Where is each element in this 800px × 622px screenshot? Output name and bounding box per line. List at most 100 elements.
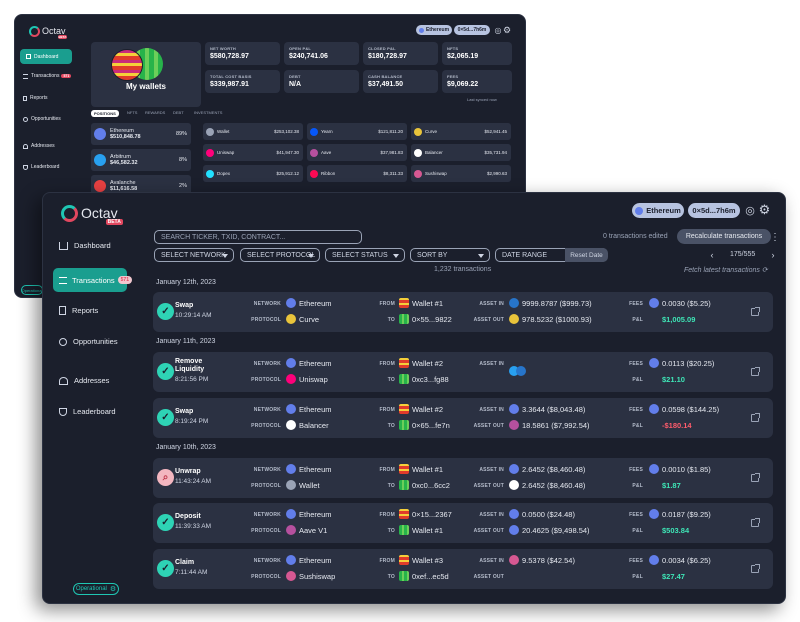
gear-icon[interactable]: ⚙ bbox=[758, 201, 771, 217]
transaction-card[interactable]: ✓ Swap 8:19:24 PM NETWORK PROTOCOL Ethereum Ba… bbox=[153, 398, 773, 438]
tab-debt[interactable]: DEBT bbox=[173, 110, 184, 115]
external-link-icon[interactable] bbox=[751, 307, 760, 316]
sidebar-label: Addresses bbox=[31, 143, 55, 149]
logo-mark-icon bbox=[29, 25, 40, 37]
asset-out-label: ASSET OUT bbox=[473, 423, 504, 429]
network-chip[interactable]: Ethereum bbox=[416, 25, 452, 35]
protocol-label: PROTOCOL bbox=[251, 377, 281, 383]
sidebar-item-opportunities[interactable]: Opportunities bbox=[23, 116, 61, 122]
sidebar-item-leaderboard[interactable]: Leaderboard bbox=[59, 407, 116, 416]
tab-positions[interactable]: POSITIONS bbox=[91, 110, 119, 117]
tab-nfts[interactable]: NFTS bbox=[127, 110, 138, 115]
date-header: January 12th, 2023 bbox=[156, 279, 216, 286]
recalculate-button[interactable]: Recalculate transactions bbox=[677, 229, 771, 244]
external-link-icon[interactable] bbox=[751, 473, 760, 482]
protocol-row[interactable]: Dopex $25,912.12 bbox=[203, 165, 303, 182]
protocol-row[interactable]: Uniswap $41,947.30 bbox=[203, 144, 303, 161]
network-select[interactable]: SELECT NETWORK bbox=[154, 248, 234, 262]
transaction-card[interactable]: ✓ Deposit 11:39:33 AM NETWORK PROTOCOL Ethere… bbox=[153, 503, 773, 543]
gear-icon[interactable]: ⚙ bbox=[502, 24, 512, 35]
asset-in-label: ASSET IN bbox=[479, 407, 504, 413]
my-wallets-card[interactable]: My wallets bbox=[91, 42, 201, 107]
eye-icon[interactable]: ◎ bbox=[494, 25, 502, 35]
transaction-card[interactable]: ✓ Swap 10:29:14 AM NETWORK PROTOCOL Ethereum C… bbox=[153, 292, 773, 332]
stat-closed-pnl: CLOSED P&L $180,728.97 bbox=[363, 42, 438, 65]
balancer-icon bbox=[414, 148, 422, 157]
stat-value: $180,728.97 bbox=[368, 53, 407, 60]
sidebar-item-transactions[interactable]: Transactions 571 bbox=[53, 268, 132, 292]
protocol-row[interactable]: Curve $52,941.45 bbox=[411, 123, 511, 140]
protocol-label: PROTOCOL bbox=[251, 423, 281, 429]
sidebar-item-addresses[interactable]: Addresses bbox=[59, 376, 109, 385]
chain-row[interactable]: Arbitrum $46,582.32 8% bbox=[91, 149, 191, 171]
sidebar-item-transactions[interactable]: Transactions 571 bbox=[23, 73, 72, 79]
chevron-right-icon[interactable]: › bbox=[771, 250, 775, 260]
protocol-row[interactable]: Wallet $253,102.38 bbox=[203, 123, 303, 140]
yearn-icon bbox=[310, 127, 318, 136]
reset-date-button[interactable]: Reset Date bbox=[565, 248, 608, 262]
sidebar-label: Opportunities bbox=[31, 116, 61, 122]
eye-icon[interactable]: ◎ bbox=[745, 205, 755, 217]
sidebar-item-addresses[interactable]: Addresses bbox=[23, 143, 55, 149]
ethereum-icon bbox=[286, 298, 296, 308]
tab-rewards[interactable]: REWARDS bbox=[145, 110, 166, 115]
external-link-icon[interactable] bbox=[751, 564, 760, 573]
to-label: TO bbox=[387, 528, 395, 534]
protocol-row[interactable]: Ribbon $8,311.33 bbox=[307, 165, 407, 182]
sidebar-item-reports[interactable]: Reports bbox=[23, 95, 48, 101]
network-chip[interactable]: Ethereum bbox=[632, 203, 684, 218]
users-icon bbox=[59, 376, 68, 385]
pnl-label: P&L bbox=[632, 317, 643, 323]
logo-mark-icon bbox=[61, 204, 78, 222]
network-value: Ethereum bbox=[286, 298, 332, 308]
address-chip[interactable]: 0×5d...7h6m bbox=[688, 203, 740, 218]
sidebar-item-dashboard[interactable]: Dashboard bbox=[20, 49, 72, 64]
sidebar-item-leaderboard[interactable]: Leaderboard bbox=[23, 164, 59, 170]
tab-investments[interactable]: INVESTMENTS bbox=[194, 110, 223, 115]
stat-open-pnl: OPEN P&L $240,741.06 bbox=[284, 42, 359, 65]
from-value: Wallet #3 bbox=[399, 555, 443, 565]
operational-status[interactable]: Operational bbox=[21, 285, 43, 295]
external-link-icon[interactable] bbox=[751, 367, 760, 376]
address-avatar-icon bbox=[399, 374, 409, 384]
transaction-card[interactable]: ⌕ Unwrap 11:43:24 AM NETWORK PROTOCOL Ethereu… bbox=[153, 458, 773, 498]
brand-name: Octav bbox=[81, 205, 118, 221]
asset-in-label: ASSET IN bbox=[479, 301, 504, 307]
asset-in-label: ASSET IN bbox=[479, 512, 504, 518]
status-select[interactable]: SELECT STATUS bbox=[325, 248, 405, 262]
sidebar-item-dashboard[interactable]: Dashboard bbox=[59, 241, 111, 250]
fees-label: FEES bbox=[629, 467, 643, 473]
sidebar-item-opportunities[interactable]: Opportunities bbox=[59, 337, 118, 346]
stat-total-cost-basis: TOTAL COST BASIS $339,987.91 bbox=[205, 70, 280, 93]
protocol-row[interactable]: Sushiswap $2,990.63 bbox=[411, 165, 511, 182]
protocol-select[interactable]: SELECT PROTOCOL bbox=[240, 248, 320, 262]
operational-status[interactable]: Operational ⚙ bbox=[73, 583, 119, 595]
protocol-row[interactable]: Balancer $35,731.94 bbox=[411, 144, 511, 161]
operational-label: Operational bbox=[75, 586, 107, 592]
avalanche-icon bbox=[94, 180, 106, 192]
chevron-left-icon[interactable]: ‹ bbox=[710, 250, 714, 260]
transaction-card[interactable]: ✓ Claim 7:11:44 AM NETWORK PROTOCOL Ethereum S… bbox=[153, 549, 773, 589]
asset-in-value: 9999.8787 ($999.73) bbox=[509, 298, 592, 308]
protocol-value: Aave V1 bbox=[286, 525, 327, 535]
protocol-row[interactable]: Yearn $121,811.20 bbox=[307, 123, 407, 140]
transactions-window: Octav BETA Ethereum 0×5d...7h6m ◎ ⚙ Dash… bbox=[42, 192, 786, 604]
external-link-icon[interactable] bbox=[751, 413, 760, 422]
protocol-row[interactable]: Aave $37,981.83 bbox=[307, 144, 407, 161]
sort-select[interactable]: SORT BY bbox=[410, 248, 490, 262]
address-avatar-icon bbox=[399, 314, 409, 324]
protocol-name: Ribbon bbox=[321, 171, 336, 176]
search-placeholder: SEARCH TICKER, TXID, CONTRACT... bbox=[161, 233, 286, 241]
ethereum-icon bbox=[649, 555, 659, 565]
pnl-label: P&L bbox=[632, 377, 643, 383]
more-icon[interactable]: ⋮ bbox=[770, 231, 780, 243]
sidebar-item-reports[interactable]: Reports bbox=[59, 306, 98, 315]
from-value: Wallet #2 bbox=[399, 404, 443, 414]
transaction-card[interactable]: ✓ Remove Liquidity 8:21:56 PM NETWORK PROTOC… bbox=[153, 352, 773, 392]
external-link-icon[interactable] bbox=[751, 518, 760, 527]
chain-row[interactable]: Ethereum $510,848.78 89% bbox=[91, 123, 191, 145]
chain-row[interactable]: Avalanche $11,616.58 2% bbox=[91, 175, 191, 197]
search-input[interactable]: SEARCH TICKER, TXID, CONTRACT... bbox=[154, 230, 362, 244]
address-chip[interactable]: 0×5d...7h6m bbox=[454, 25, 490, 35]
fetch-latest-link[interactable]: Fetch latest transactions ⟳ bbox=[684, 266, 768, 274]
